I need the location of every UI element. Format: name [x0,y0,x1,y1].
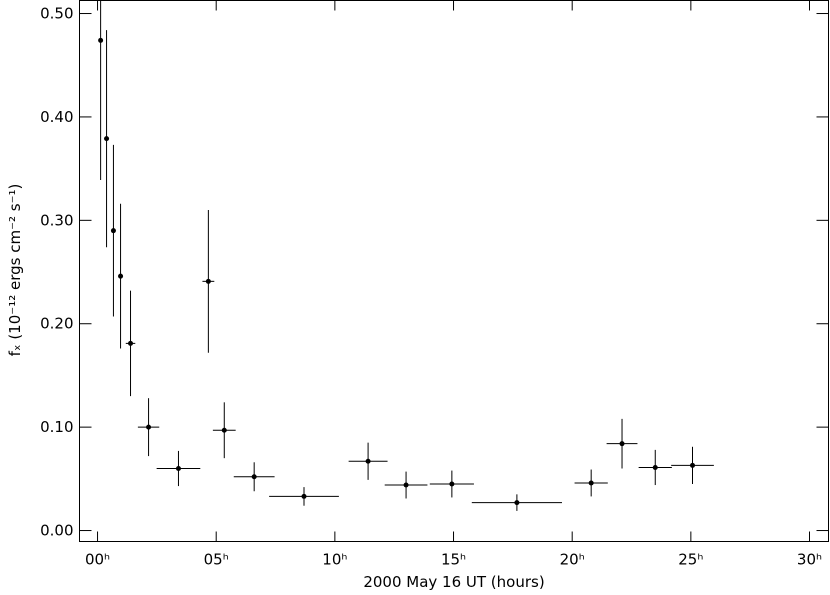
point [146,424,152,430]
point [205,278,211,284]
point [690,462,696,468]
point [403,482,409,488]
point [365,458,371,464]
point [514,500,520,506]
point [98,37,104,43]
point [110,228,116,234]
y-tick-label: 0.40 [40,108,73,126]
x-axis-label: 2000 May 16 UT (hours) [363,573,544,591]
point [301,493,307,499]
x-tick-label: 20ʰ [560,551,585,569]
y-axis-label: fₓ (10⁻¹² ergs cm⁻² s⁻¹) [6,184,24,357]
point [619,441,625,447]
point [221,427,227,433]
x-tick-label: 05ʰ [204,551,229,569]
point [175,465,181,471]
y-tick-label: 0.50 [40,5,73,23]
y-tick-label: 0.30 [40,211,73,229]
point [118,273,124,279]
x-tick-label: 00ʰ [85,551,110,569]
point [104,136,110,142]
x-tick-label: 10ʰ [322,551,347,569]
x-tick-label: 15ʰ [441,551,466,569]
point [128,340,134,346]
point [449,481,455,487]
plot-frame [79,0,829,542]
x-tick-label: 30ʰ [797,551,822,569]
point [251,474,257,480]
point [588,480,594,486]
y-tick-label: 0.20 [40,315,73,333]
y-tick-label: 0.00 [40,522,73,540]
point [652,464,658,470]
y-tick-label: 0.10 [40,418,73,436]
x-tick-label: 25ʰ [678,551,703,569]
